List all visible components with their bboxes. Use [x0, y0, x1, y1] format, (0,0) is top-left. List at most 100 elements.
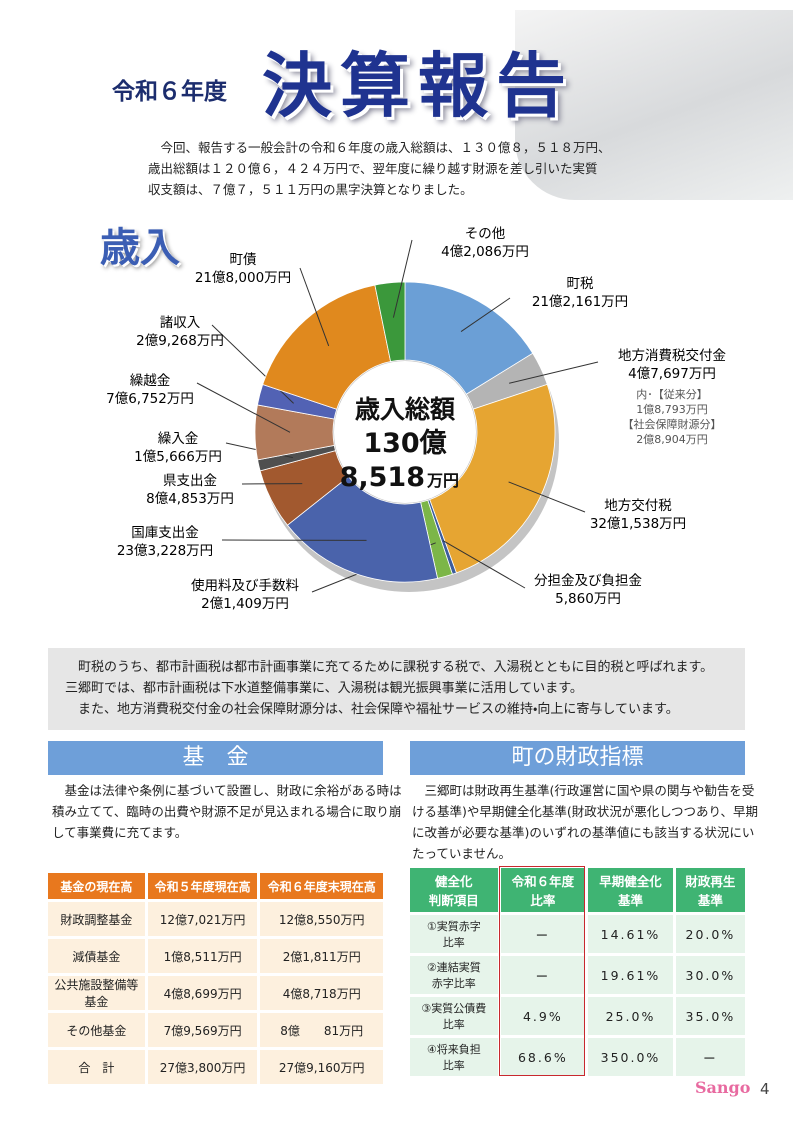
annotation: 内･【従来分】	[636, 387, 708, 401]
table-cell: その他基金	[48, 1013, 145, 1047]
center-label: 130億	[363, 428, 446, 459]
donut-slice	[429, 383, 556, 574]
text-line: 三郷町は財政再生基準(行政運営に国や県の関与や勧告を受	[412, 783, 755, 798]
section-title: 歳入	[100, 225, 180, 271]
table-cell: 12億8,550万円	[260, 902, 383, 936]
annotation: 1億8,793万円	[636, 403, 708, 416]
slice-value: 8億4,853万円	[146, 491, 234, 507]
header-cell: 早期健全化 基準	[588, 868, 673, 912]
table-row: ③実質公債費 比率 4.9% 25.0% 35.0%	[410, 997, 745, 1035]
slice-label: 町債	[230, 252, 257, 268]
slice-label: 県支出金	[163, 473, 217, 489]
table-cell: 合 計	[48, 1050, 145, 1084]
fund-text: 基金は法律や条例に基づいて設置し、財政に余裕がある時は 積み立てて、臨時の出費や財…	[52, 780, 402, 843]
table-row: 減債基金 1億8,511万円 2億1,811万円	[48, 939, 383, 973]
center-label: 万円	[426, 471, 459, 490]
annotation: 2億8,904万円	[636, 433, 708, 446]
logo: Sango	[695, 1078, 751, 1097]
table-cell: 8億 81万円	[260, 1013, 383, 1047]
slice-label: 地方交付税	[604, 498, 672, 514]
table-row: ④将来負担 比率 68.6% 350.0% ー	[410, 1038, 745, 1076]
table-cell: ①実質赤字 比率	[410, 915, 498, 953]
highlight-box	[498, 866, 586, 1076]
text-line: して事業費に充てます。	[52, 825, 188, 840]
header-row: 基金の現在高 令和５年度現在高 令和６年度末現在高	[48, 873, 383, 899]
slice-label: 使用料及び手数料	[191, 577, 299, 594]
text-line: 三郷町では、都市計画税は下水道整備事業に、入湯税は観光振興事業に活用しています。	[65, 681, 583, 696]
donut-slice	[286, 476, 439, 583]
slice-value: 23億3,228万円	[117, 543, 213, 559]
table-cell: 2億1,811万円	[260, 939, 383, 973]
text-line: たっていません。	[412, 846, 512, 861]
table-cell: 1億8,511万円	[147, 939, 258, 973]
page-number: 4	[760, 1080, 770, 1098]
slice-value: 4億2,086万円	[441, 244, 529, 260]
header-cell: 令和６年度 比率	[500, 868, 586, 912]
leader-line	[509, 361, 599, 384]
fiscal-year: 令和６年度	[112, 78, 227, 105]
header-row: 健全化 判断項目 令和６年度 比率 早期健全化 基準 財政再生 基準	[410, 868, 745, 912]
slice-label: 繰入金	[158, 431, 199, 447]
center-label: 8,518	[340, 462, 425, 493]
slice-label: 分担金及び負担金	[534, 573, 642, 589]
table-cell: 7億9,569万円	[147, 1013, 258, 1047]
slice-value: 21億8,000万円	[195, 270, 291, 286]
donut-slice	[262, 284, 392, 410]
table-cell: 4.9%	[500, 997, 586, 1035]
header-cell: 財政再生 基準	[675, 868, 745, 912]
table-cell: 4億8,718万円	[260, 976, 383, 1010]
table-cell: 4億8,699万円	[147, 976, 258, 1010]
page-title: 決算報告	[262, 44, 574, 127]
table-cell: 350.0%	[588, 1038, 673, 1076]
table-cell: ②連結実質 赤字比率	[410, 956, 498, 994]
text-line: 積み立てて、臨時の出費や財源不足が見込まれる場合に取り崩	[52, 804, 402, 819]
fiscal-text: 三郷町は財政再生基準(行政運営に国や県の関与や勧告を受 ける基準)や早期健全化基準…	[412, 780, 758, 864]
slice-value: 32億1,538万円	[590, 516, 686, 532]
table-row: 合 計 27億3,800万円 27億9,160万円	[48, 1050, 383, 1084]
leader-line	[442, 540, 526, 589]
slice-value: 7億6,752万円	[106, 391, 194, 407]
text-line: 今回、報告する一般会計の令和６年度の歳入総額は、１３０億８，５１８万円、	[148, 140, 611, 155]
table-cell: 公共施設整備等 基金	[48, 976, 145, 1010]
header-cell: 令和６年度末現在高	[260, 873, 383, 899]
calculator-photo	[515, 10, 793, 200]
slice-label: 国庫支出金	[131, 525, 199, 541]
leader-line	[196, 382, 291, 433]
table-cell: 減債基金	[48, 939, 145, 973]
table-cell: 30.0%	[675, 956, 745, 994]
slice-label: その他	[465, 226, 506, 242]
section-header: 基 金	[48, 741, 383, 775]
leader-line	[392, 239, 413, 318]
table-cell: ③実質公債費 比率	[410, 997, 498, 1035]
table-cell: ー	[675, 1038, 745, 1076]
table-cell: 19.61%	[588, 956, 673, 994]
annotation: 【社会保障財源分】	[623, 417, 722, 431]
table-cell: 68.6%	[500, 1038, 586, 1076]
slice-value: 5,860万円	[555, 591, 621, 607]
note-box: 町税のうち、都市計画税は都市計画事業に充てるために課税する税で、入湯税とともに目…	[48, 648, 745, 730]
table-cell: 27億9,160万円	[260, 1050, 383, 1084]
table-row: ②連結実質 赤字比率ー 19.61% 30.0%	[410, 956, 745, 994]
slice-value: 4億7,697万円	[628, 366, 716, 382]
table-cell: ー	[500, 915, 586, 953]
intro: 今回、報告する一般会計の令和６年度の歳入総額は、１３０億８，５１８万円、 歳出総額…	[148, 137, 611, 200]
slice-value: 2億1,409万円	[201, 596, 289, 612]
table-cell: 14.61%	[588, 915, 673, 953]
slice-label: 諸収入	[160, 315, 201, 331]
text-line: ける基準)や早期健全化基準(財政状況が悪化しつつあり、早期	[412, 804, 759, 819]
text-line: 歳出総額は１２０億６，４２４万円で、翌年度に繰り越す財源を差し引いた実質	[148, 161, 598, 176]
donut-hole	[334, 361, 476, 503]
table-cell: 20.0%	[675, 915, 745, 953]
text-line: 町税のうち、都市計画税は都市計画事業に充てるために課税する税で、入湯税とともに目…	[65, 660, 714, 675]
center-label: 歳入総額	[355, 395, 456, 424]
slice-label: 地方消費税交付金	[618, 348, 726, 364]
slice-value: 1億5,666万円	[134, 449, 222, 465]
slice-value: 21億2,161万円	[532, 294, 628, 310]
table-cell: ④将来負担 比率	[410, 1038, 498, 1076]
fiscal-table: 健全化 判断項目 令和６年度 比率 早期健全化 基準 財政再生 基準 ①実質赤字 比率ー…	[407, 865, 748, 1079]
table-cell: ー	[500, 956, 586, 994]
fund-table: 基金の現在高 令和５年度現在高 令和６年度末現在高 財政調整基金 12億7,021万円 1…	[45, 870, 386, 1087]
table-cell: 財政調整基金	[48, 902, 145, 936]
